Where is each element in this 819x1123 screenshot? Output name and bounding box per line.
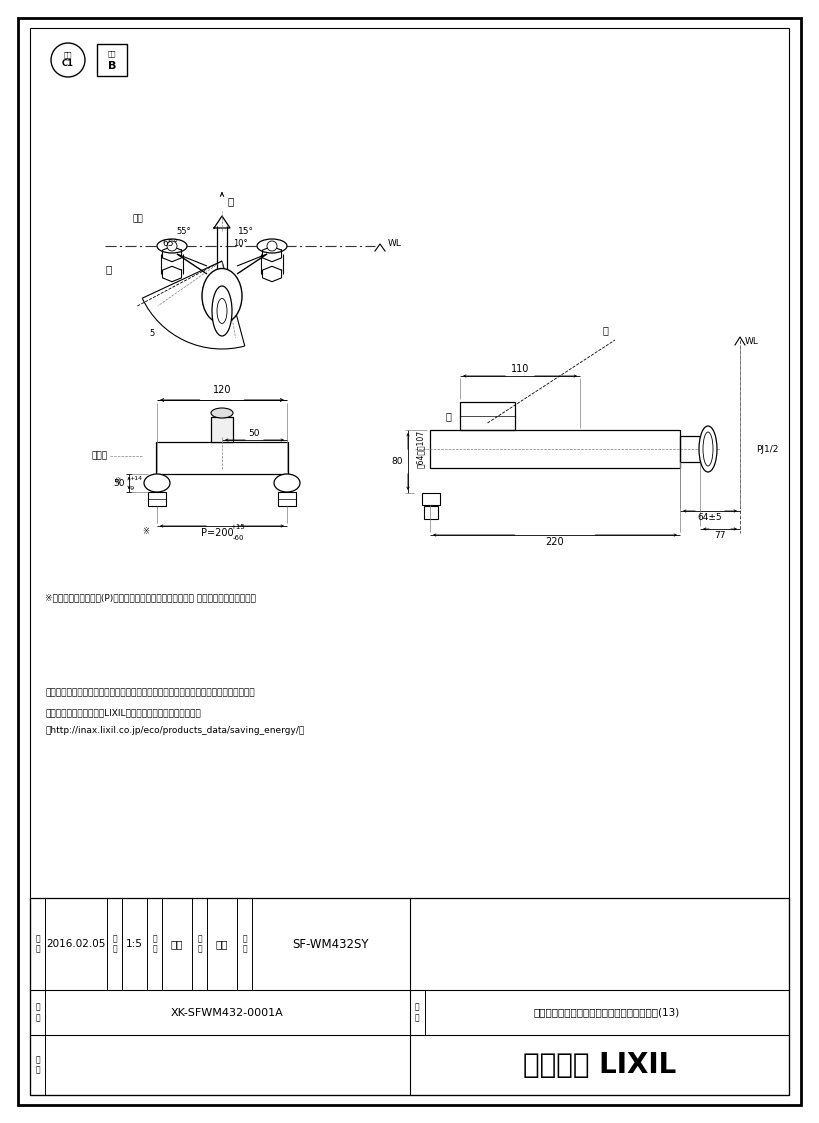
- Text: 2016.02.05: 2016.02.05: [47, 939, 106, 949]
- Text: 節湯: 節湯: [108, 51, 116, 57]
- Text: キッチンシャワー付シングルレバー混合水栓(13): キッチンシャワー付シングルレバー混合水栓(13): [534, 1007, 680, 1017]
- Text: 〈http://inax.lixil.co.jp/eco/products_data/saving_energy/〉: 〈http://inax.lixil.co.jp/eco/products_da…: [45, 725, 304, 734]
- Text: 製
図: 製 図: [152, 934, 156, 953]
- Ellipse shape: [217, 299, 227, 323]
- Ellipse shape: [202, 268, 242, 323]
- Bar: [148, 492, 166, 506]
- Text: 10°: 10°: [233, 238, 247, 247]
- Ellipse shape: [144, 474, 170, 492]
- Text: 品
番: 品 番: [242, 934, 247, 953]
- Text: 220: 220: [545, 537, 564, 547]
- Text: 77: 77: [714, 531, 726, 540]
- Ellipse shape: [157, 239, 187, 253]
- Bar: [30, 898, 789, 1095]
- Ellipse shape: [703, 432, 713, 466]
- Text: +14: +14: [129, 475, 143, 481]
- Text: 120: 120: [213, 385, 231, 395]
- Text: ※: ※: [142, 527, 149, 536]
- Bar: [422, 493, 440, 505]
- Bar: [97, 44, 127, 76]
- Text: 株式会社 LIXIL: 株式会社 LIXIL: [523, 1051, 676, 1079]
- Text: -9: -9: [129, 485, 135, 491]
- Text: 15°: 15°: [238, 227, 254, 236]
- Text: B: B: [108, 61, 116, 71]
- Ellipse shape: [699, 426, 717, 472]
- Text: 50: 50: [249, 429, 260, 438]
- Bar: [278, 492, 296, 506]
- Text: ※: ※: [115, 476, 121, 485]
- Text: +15: +15: [231, 524, 246, 530]
- Text: SF-WM432SY: SF-WM432SY: [292, 938, 369, 950]
- Bar: [156, 442, 288, 474]
- Text: 検
図: 検 図: [197, 934, 201, 953]
- Text: 1:5: 1:5: [126, 939, 143, 949]
- Text: 品
名: 品 名: [414, 1003, 419, 1022]
- Text: 節湯: 節湯: [64, 52, 72, 58]
- Bar: [424, 506, 438, 519]
- Text: WL: WL: [745, 338, 759, 347]
- Text: 宮本: 宮本: [170, 939, 183, 949]
- Circle shape: [267, 241, 277, 252]
- Bar: [680, 436, 700, 462]
- Text: 110: 110: [511, 364, 529, 374]
- Text: ※印寸法は配管ピッチ(P)が最大～最小の場合を（標準寸法 最大）で示しています。: ※印寸法は配管ピッチ(P)が最大～最小の場合を（標準寸法 最大）で示しています。: [45, 593, 256, 602]
- Text: 50: 50: [114, 478, 125, 487]
- Bar: [460, 402, 515, 430]
- Text: 水: 水: [227, 197, 233, 206]
- Text: 取付脚: 取付脚: [92, 451, 108, 460]
- Text: C1: C1: [62, 60, 74, 69]
- Bar: [211, 417, 233, 442]
- Circle shape: [167, 241, 177, 252]
- Text: 図
番: 図 番: [35, 1003, 40, 1022]
- Ellipse shape: [211, 408, 233, 418]
- Text: 閉: 閉: [445, 411, 451, 421]
- Text: 80: 80: [391, 457, 403, 466]
- Text: 尺
度: 尺 度: [112, 934, 117, 953]
- Text: 間64～間107: 間64～間107: [416, 430, 425, 468]
- Text: 日
付: 日 付: [35, 934, 40, 953]
- Text: 5: 5: [149, 329, 155, 338]
- Text: ・節湯記号については、LIXILホームページを参照ください。: ・節湯記号については、LIXILホームページを参照ください。: [45, 707, 201, 716]
- Text: 湯: 湯: [106, 264, 112, 274]
- Text: P=200: P=200: [201, 528, 233, 538]
- Text: 55°: 55°: [177, 227, 192, 236]
- Ellipse shape: [212, 286, 232, 336]
- Bar: [430, 430, 680, 468]
- Ellipse shape: [257, 239, 287, 253]
- Text: 池川: 池川: [215, 939, 229, 949]
- Circle shape: [51, 43, 85, 77]
- Text: 混合: 混合: [133, 214, 143, 223]
- Text: 65°: 65°: [162, 238, 178, 247]
- Text: 備
考: 備 考: [35, 1056, 40, 1075]
- Text: 開: 開: [602, 325, 608, 335]
- Text: -60: -60: [233, 535, 244, 541]
- Text: 64±5: 64±5: [698, 513, 722, 522]
- Text: PJ1/2: PJ1/2: [756, 445, 778, 454]
- Text: XK-SFWM432-0001A: XK-SFWM432-0001A: [171, 1007, 283, 1017]
- Text: ・流量調節栓は取付脚に付いています。取替えの際は、取付脚ごと交換してください。: ・流量調節栓は取付脚に付いています。取替えの際は、取付脚ごと交換してください。: [45, 688, 255, 697]
- Ellipse shape: [274, 474, 300, 492]
- Text: WL: WL: [388, 238, 402, 247]
